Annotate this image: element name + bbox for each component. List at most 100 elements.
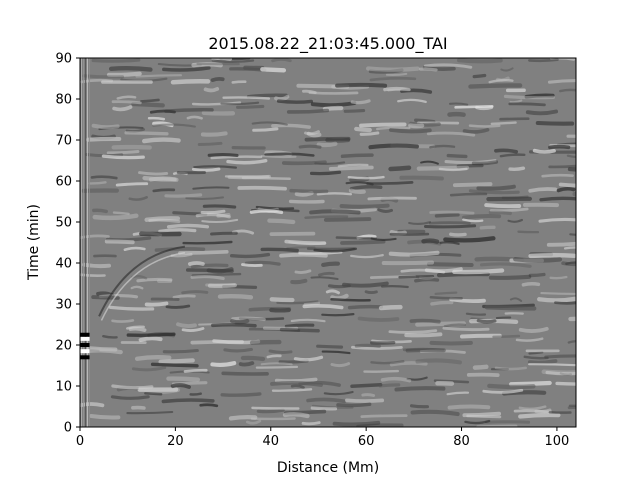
texture-streak: [126, 410, 174, 415]
texture-streak: [82, 262, 112, 269]
texture-streak: [162, 348, 199, 354]
texture-streak: [176, 322, 197, 328]
texture-streak: [193, 165, 237, 169]
texture-streak: [339, 203, 390, 209]
texture-streak: [80, 402, 105, 408]
texture-streak: [217, 294, 254, 300]
texture-streak: [138, 171, 169, 176]
texture-streak: [89, 414, 121, 420]
texture-streak: [350, 253, 384, 259]
texture-streak: [414, 277, 440, 283]
texture-streak: [255, 205, 295, 210]
texture-streak: [170, 79, 211, 85]
texture-streak: [164, 193, 203, 198]
texture-streak: [269, 231, 316, 236]
texture-streak: [410, 409, 460, 417]
texture-streak: [330, 362, 351, 368]
texture-streak: [165, 304, 191, 309]
texture-streak: [157, 62, 202, 67]
texture-streak: [276, 99, 313, 104]
texture-streak: [221, 371, 269, 376]
texture-streak: [241, 263, 263, 267]
texture-arc: [98, 245, 186, 317]
texture-streak: [166, 223, 210, 229]
texture-streak: [91, 295, 120, 300]
y-tick-label: 20: [55, 339, 72, 354]
texture-streak: [115, 182, 149, 187]
texture-streak: [309, 170, 342, 176]
texture-streak: [314, 161, 346, 166]
texture-streak: [518, 412, 561, 419]
texture-streak: [245, 419, 262, 425]
texture-streak: [268, 349, 293, 354]
texture-streak: [444, 159, 497, 165]
texture-streak: [513, 257, 563, 263]
texture-streak: [476, 184, 516, 191]
texture-streak: [499, 153, 526, 158]
texture-streak: [398, 275, 435, 279]
texture-streak: [541, 173, 574, 178]
texture-streak: [321, 350, 351, 355]
texture-streak: [424, 224, 477, 229]
texture-streak: [518, 405, 547, 411]
texture-streak: [202, 204, 237, 209]
texture-streak: [192, 186, 230, 190]
texture-streak: [260, 362, 293, 366]
texture-streak: [231, 316, 266, 322]
texture-streak: [347, 175, 385, 180]
texture-streak: [199, 403, 219, 408]
texture-streak: [548, 164, 576, 169]
texture-streak: [468, 189, 520, 195]
texture-streak: [472, 364, 489, 370]
texture-streak: [251, 406, 300, 410]
texture-streak: [237, 185, 287, 191]
plot-frame: [79, 57, 577, 428]
texture-streak: [389, 361, 428, 367]
texture-streak: [191, 101, 242, 106]
texture-streak: [271, 58, 292, 63]
y-tick-label: 70: [55, 134, 72, 149]
texture-streak: [366, 181, 414, 185]
x-tick-label: 80: [453, 434, 470, 449]
texture-streak: [532, 148, 556, 154]
texture-streak: [201, 110, 236, 116]
texture-streak: [310, 101, 357, 108]
texture-streak: [147, 116, 166, 121]
texture-streak: [211, 59, 255, 64]
texture-streak: [293, 355, 324, 362]
texture-streak: [104, 239, 135, 245]
texture-streak: [223, 347, 253, 353]
texture-streak: [288, 199, 325, 204]
texture-streak: [507, 218, 523, 223]
texture-streak: [152, 121, 174, 128]
x-axis-label: Distance (Mm): [277, 460, 379, 476]
texture-streak: [264, 152, 315, 157]
texture-blip: [80, 336, 90, 341]
texture-streak: [91, 123, 120, 130]
texture-streak: [388, 250, 440, 257]
texture-streak: [518, 326, 549, 333]
texture-streak: [336, 402, 372, 408]
texture-streak: [419, 67, 438, 72]
texture-streak: [304, 136, 351, 142]
texture-streak: [350, 383, 383, 389]
texture-streak: [567, 339, 576, 344]
texture-streak: [313, 247, 357, 253]
texture-streak: [363, 369, 399, 373]
texture-streak: [138, 336, 163, 342]
texture-streak: [251, 121, 288, 126]
texture-streak: [337, 163, 369, 168]
texture-streak: [356, 423, 404, 427]
texture-streak: [410, 404, 429, 409]
texture-streak: [404, 332, 443, 338]
x-tick-label: 60: [358, 434, 375, 449]
texture-streak: [286, 246, 316, 250]
texture-streak: [484, 203, 522, 209]
texture-streak: [449, 192, 488, 197]
texture-streak: [448, 102, 469, 106]
y-axis-label: Time (min): [26, 204, 42, 281]
texture-streak: [366, 66, 420, 72]
texture-streak: [126, 332, 176, 337]
texture-streak: [200, 131, 228, 137]
texture-streak: [567, 167, 576, 172]
